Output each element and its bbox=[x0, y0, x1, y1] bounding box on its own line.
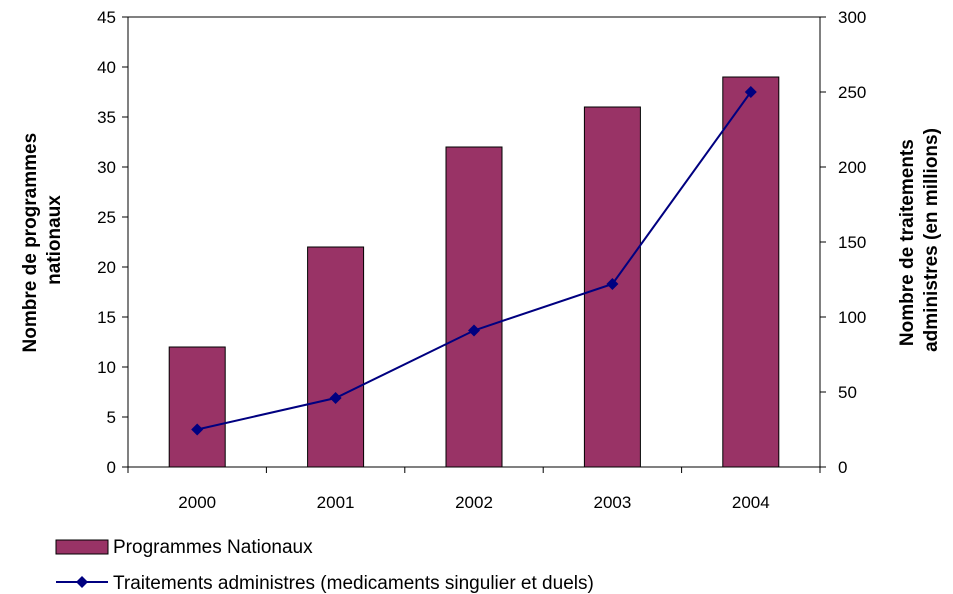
left-tick-label-45: 45 bbox=[97, 8, 116, 27]
legend: Programmes Nationaux Traitements adminis… bbox=[55, 537, 594, 594]
right-tick-label-0: 0 bbox=[838, 458, 847, 477]
x-tick-label-2004: 2004 bbox=[732, 493, 770, 512]
point-2000 bbox=[191, 423, 204, 436]
left-tick-label-20: 20 bbox=[97, 258, 116, 277]
right-axis-title-line-2: administres (en millions) bbox=[921, 128, 942, 352]
right-tick-label-200: 200 bbox=[838, 158, 866, 177]
right-axis-title: Nombre de traitements administres (en mi… bbox=[897, 128, 942, 352]
legend-bar-swatch bbox=[55, 539, 109, 555]
bar-2001 bbox=[307, 246, 365, 468]
right-axis-ticks: 0 50 100 150 200 250 300 bbox=[820, 8, 866, 477]
right-tick-label-100: 100 bbox=[838, 308, 866, 327]
point-2001 bbox=[329, 392, 342, 404]
left-axis-ticks: 0 5 10 15 20 25 30 35 40 45 bbox=[97, 8, 128, 477]
left-axis-title-line-1: Nombre de programmes bbox=[20, 133, 41, 353]
bar-2002 bbox=[445, 146, 503, 468]
left-tick-label-10: 10 bbox=[97, 358, 116, 377]
left-tick-label-0: 0 bbox=[107, 458, 116, 477]
point-2003 bbox=[606, 278, 619, 290]
right-tick-label-150: 150 bbox=[838, 233, 866, 252]
x-tick-label-2001: 2001 bbox=[317, 493, 355, 512]
x-tick-label-2003: 2003 bbox=[593, 493, 631, 512]
x-axis-ticks: 2000 2001 2002 2003 2004 bbox=[127, 467, 821, 512]
right-axis-title-line-1: Nombre de traitements bbox=[897, 139, 918, 346]
point-2002 bbox=[468, 324, 480, 337]
left-tick-label-5: 5 bbox=[107, 408, 116, 427]
left-tick-label-30: 30 bbox=[97, 158, 116, 177]
left-tick-label-35: 35 bbox=[97, 108, 116, 127]
left-tick-label-25: 25 bbox=[97, 208, 116, 227]
legend-line-label: Traitements administres (medicaments sin… bbox=[113, 573, 594, 594]
left-tick-label-40: 40 bbox=[97, 58, 116, 77]
bar-2004 bbox=[722, 76, 780, 468]
point-2004 bbox=[744, 86, 757, 98]
left-axis-title-line-2: nationaux bbox=[44, 195, 65, 285]
right-tick-label-50: 50 bbox=[838, 383, 857, 402]
left-axis-title: Nombre de programmes nationaux bbox=[20, 128, 65, 353]
legend-line-marker bbox=[76, 576, 88, 588]
line-series bbox=[191, 86, 757, 436]
bar-series bbox=[168, 76, 780, 468]
right-tick-label-300: 300 bbox=[838, 8, 866, 27]
right-tick-label-250: 250 bbox=[838, 83, 866, 102]
x-tick-label-2000: 2000 bbox=[178, 493, 216, 512]
left-tick-label-15: 15 bbox=[97, 308, 116, 327]
x-tick-label-2002: 2002 bbox=[455, 493, 493, 512]
legend-bar-label: Programmes Nationaux bbox=[113, 537, 313, 558]
bar-2000 bbox=[168, 346, 226, 468]
